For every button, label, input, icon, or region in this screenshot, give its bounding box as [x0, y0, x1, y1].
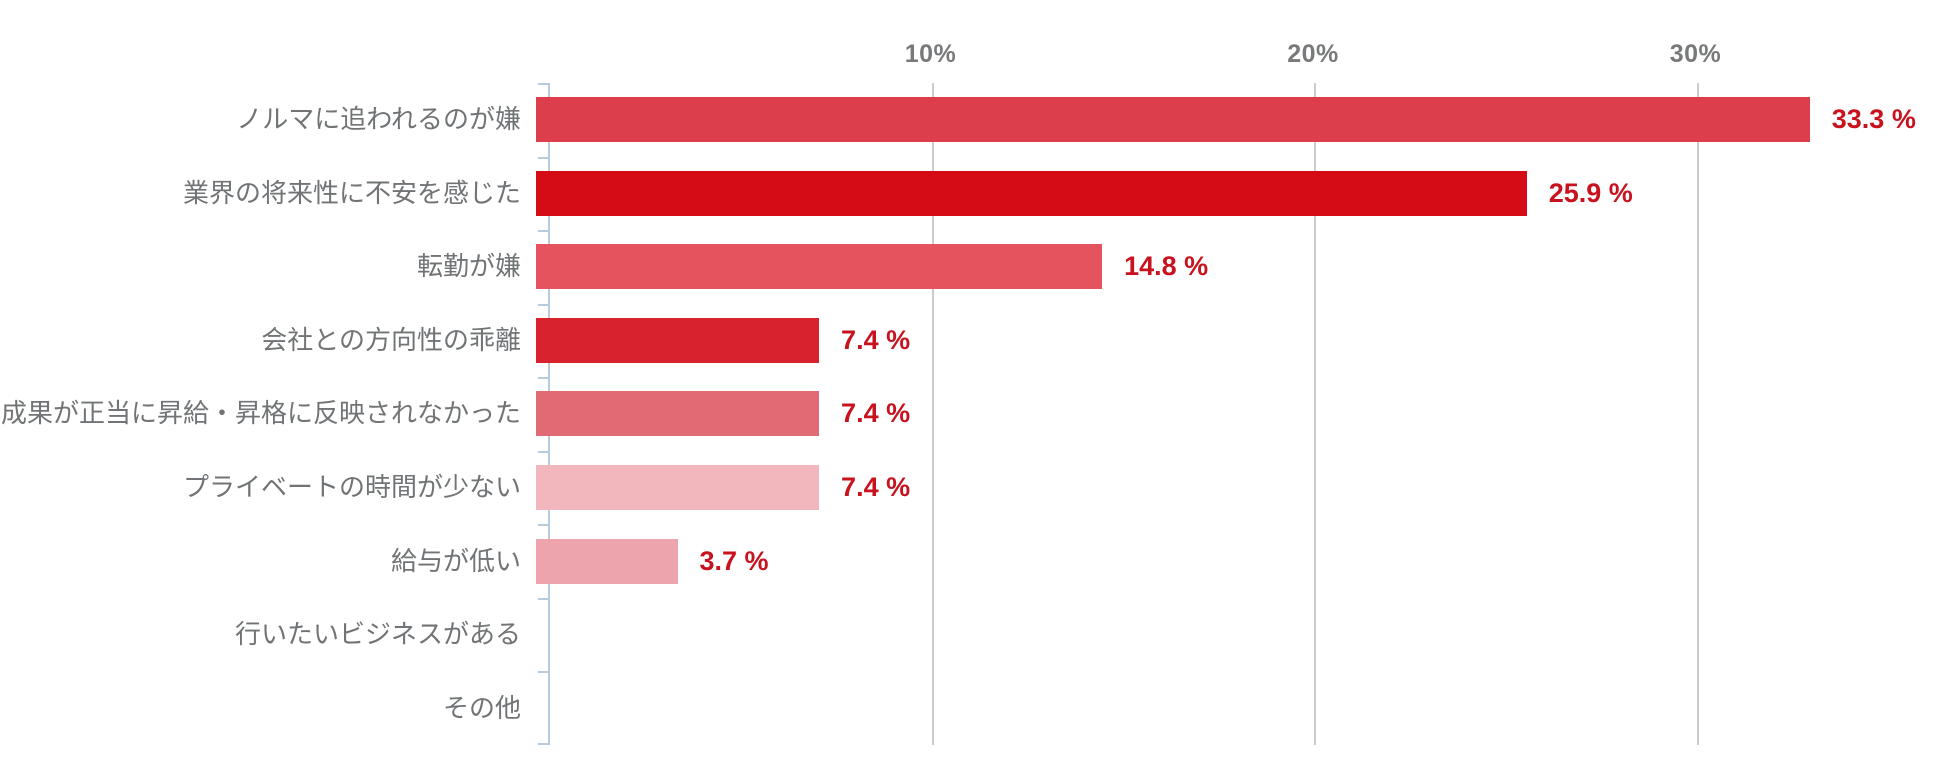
bar-track: 33.3 %	[536, 83, 1950, 157]
value-label: 33.3 %	[1831, 104, 1916, 135]
bar-track: 7.4 %	[536, 451, 1950, 525]
category-label: その他	[442, 692, 521, 723]
value-label: 7.4 %	[841, 472, 911, 503]
bar-row: プライベートの時間が少ない 7.4 %	[0, 451, 1950, 525]
bar-track: 3.7 %	[536, 524, 1950, 598]
y-axis-boundary-tick	[538, 377, 550, 379]
category-label: 転勤が嫌	[416, 251, 521, 282]
bar-track: 7.4 %	[536, 377, 1950, 451]
bar-row: 給与が低い 3.7 %	[0, 524, 1950, 598]
bar-track	[536, 598, 1950, 672]
gridline	[1696, 83, 1699, 745]
bar-track: 14.8 %	[536, 230, 1950, 304]
bar-row: 業界の将来性に不安を感じた 25.9 %	[0, 157, 1950, 231]
bar	[536, 465, 820, 511]
category-label: 会社との方向性の乖離	[261, 324, 521, 355]
bar	[536, 97, 1810, 143]
bar-rows: ノルマに追われるのが嫌 33.3 % 業界の将来性に不安を感じた 25.9 % 転勤が嫌…	[0, 83, 1950, 745]
bar-row: 成果が正当に昇給・昇格に反映されなかった 7.4 %	[0, 377, 1950, 451]
bar-row: 行いたいビジネスがある	[0, 598, 1950, 672]
bar-track: 7.4 %	[536, 304, 1950, 378]
y-axis-boundary-tick	[538, 598, 550, 600]
bar	[536, 244, 1103, 290]
y-axis-boundary-tick	[538, 304, 550, 306]
y-axis-boundary-tick	[538, 671, 550, 673]
value-label: 7.4 %	[841, 398, 911, 429]
category-label: 給与が低い	[390, 545, 521, 576]
bar-row: その他	[0, 671, 1950, 745]
bar	[536, 317, 820, 363]
x-axis-tick-label: 30%	[1669, 40, 1722, 68]
category-label: プライベートの時間が少ない	[182, 471, 521, 502]
y-axis-boundary-tick	[538, 83, 550, 85]
y-axis-boundary-tick	[538, 230, 550, 232]
bar	[536, 391, 820, 437]
gridline	[1314, 83, 1317, 745]
x-axis-tick-label: 20%	[1287, 40, 1339, 68]
y-axis-boundary-tick	[538, 743, 550, 745]
y-axis-boundary-tick	[538, 451, 550, 453]
category-label: 業界の将来性に不安を感じた	[182, 177, 521, 208]
bar-row: 転勤が嫌 14.8 %	[0, 230, 1950, 304]
value-label: 25.9 %	[1548, 177, 1633, 208]
value-label: 14.8 %	[1124, 251, 1209, 282]
category-label: 成果が正当に昇給・昇格に反映されなかった	[0, 398, 521, 429]
bar	[536, 170, 1527, 216]
bar	[536, 538, 678, 584]
category-label: 行いたいビジネスがある	[234, 619, 521, 650]
y-axis-boundary-tick	[538, 157, 550, 159]
value-label: 3.7 %	[699, 545, 769, 576]
bar-row: ノルマに追われるのが嫌 33.3 %	[0, 83, 1950, 157]
x-axis-tick-label: 10%	[904, 40, 957, 68]
gridline	[931, 83, 934, 745]
y-axis-boundary-tick	[538, 524, 550, 526]
bar-row: 会社との方向性の乖離 7.4 %	[0, 304, 1950, 378]
value-label: 7.4 %	[841, 324, 911, 355]
bar-track: 25.9 %	[536, 157, 1950, 231]
bar-track	[536, 671, 1950, 745]
category-label: ノルマに追われるのが嫌	[236, 104, 521, 135]
